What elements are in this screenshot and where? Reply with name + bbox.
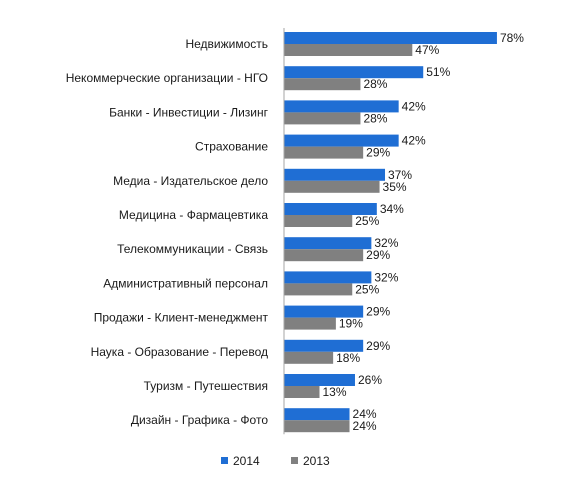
bar-2013 [284,351,334,364]
bar-2014 [284,237,372,250]
bar-2013 [284,283,353,296]
bar-2013 [284,386,320,398]
data-label-2013: 29% [366,248,390,262]
data-label-2013: 25% [355,282,379,296]
bar-2013 [284,146,364,159]
data-label-2013: 28% [363,111,387,125]
data-label-2013: 13% [322,385,346,399]
legend-swatch-2013 [291,457,298,464]
category-label: Административный персонал [103,276,268,290]
legend: 2014 2013 [221,454,330,468]
data-label-2014: 32% [374,236,398,250]
bars-layer [284,32,497,433]
category-label: Некоммерческие организации - НГО [66,71,268,85]
data-label-2013: 28% [363,77,387,91]
legend-swatch-2014 [221,457,228,464]
category-label: Продажи - Клиент-менеджмент [94,311,269,325]
data-label-2014: 37% [388,168,412,182]
category-label: Телекоммуникации - Связь [117,242,268,256]
bar-2013 [284,215,353,227]
data-label-2013: 35% [383,180,407,194]
bar-2014 [284,203,377,215]
bar-2014 [284,305,364,318]
data-label-2014: 34% [380,202,404,216]
bar-2013 [284,78,361,91]
category-label: Туризм - Путешествия [144,379,268,393]
data-label-2013: 19% [339,317,363,331]
bar-2014 [284,271,372,284]
data-label-2013: 24% [353,419,377,433]
category-label: Дизайн - Графика - Фото [131,413,268,427]
data-label-2013: 18% [336,351,360,365]
data-label-2014: 29% [366,305,390,319]
data-label-2014: 42% [402,99,426,113]
bar-2013 [284,44,413,56]
bar-2014 [284,100,399,113]
data-label-2013: 47% [415,43,439,57]
data-label-2014: 78% [500,31,524,45]
bar-2014 [284,168,386,181]
legend-label-2014: 2014 [233,454,260,468]
category-label: Наука - Образование - Перевод [91,345,268,359]
bar-2014 [284,339,364,352]
bar-2014 [284,374,355,386]
bar-2013 [284,249,364,262]
data-label-2013: 29% [366,146,390,160]
category-label: Страхование [195,140,268,154]
legend-label-2013: 2013 [303,454,330,468]
data-label-2014: 24% [353,407,377,421]
category-label: Медицина - Фармацевтика [119,208,268,222]
data-label-2014: 29% [366,339,390,353]
bar-2013 [284,180,380,193]
bar-2014 [284,408,350,421]
data-label-2014: 26% [358,373,382,387]
category-label: Медиа - Издательское дело [113,174,268,188]
bar-2014 [284,134,399,147]
data-label-2013: 25% [355,214,379,228]
data-label-2014: 51% [426,65,450,79]
bar-2013 [284,112,361,125]
labels-layer: Недвижимость 78% 47% Некоммерческие организ… [66,31,525,433]
data-label-2014: 42% [402,134,426,148]
bar-2014 [284,32,497,44]
bar-2013 [284,420,350,433]
category-label: Недвижимость [185,37,268,51]
bar-2013 [284,317,336,330]
category-label: Банки - Инвестиции - Лизинг [109,105,269,119]
data-label-2014: 32% [374,270,398,284]
bar-2014 [284,66,424,79]
